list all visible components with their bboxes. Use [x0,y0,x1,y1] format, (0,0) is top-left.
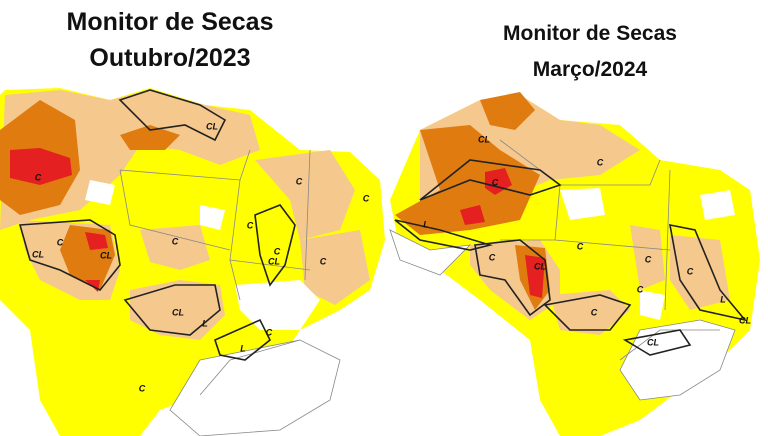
impact-label: L [202,318,208,328]
map-title: Outubro/2023 [89,44,250,72]
moderate-drought [140,225,210,270]
map-title: Monitor de Secas [503,22,677,45]
impact-label: C [57,237,64,247]
impact-outline [18,89,296,361]
impact-label: CL [478,134,490,144]
impact-label: C [296,176,303,186]
impact-label: C [645,254,652,264]
impact-label: C [492,177,499,187]
moderate-drought [255,150,355,240]
impact-label: CL [268,256,280,266]
impact-label: C [637,284,644,294]
no-drought [85,180,320,330]
impact-label: C [687,266,694,276]
severe-drought [120,125,180,150]
map-title: Monitor de Secas [67,8,274,36]
impact-label: C [577,241,584,251]
extreme-drought [10,148,72,185]
extreme-drought [460,168,512,225]
impact-label: C [597,157,604,167]
moderate-drought [300,230,370,305]
map-left [0,88,385,436]
impact-label: CL [647,337,659,347]
impact-label: C [266,327,273,337]
map-title: Março/2024 [533,58,648,81]
no-drought [169,339,341,436]
impact-label: CL [206,121,218,131]
no-drought [389,229,472,276]
impact-label: C [172,236,179,246]
severe-drought [395,92,540,235]
impact-label: L [240,343,246,353]
impact-label: L [423,219,429,229]
impact-outline [394,159,748,356]
impact-label: CL [534,261,546,271]
impact-label: C [489,252,496,262]
extreme-drought [525,255,545,298]
impact-label: C [247,220,254,230]
state-borders [119,149,311,396]
impact-label: L [720,294,726,304]
extreme-drought [85,232,108,292]
moderate-drought [550,225,730,335]
no-drought [619,319,736,401]
map-right [389,92,760,436]
impact-label: CL [739,315,751,325]
impact-label: CL [32,249,44,259]
impact-label: C [320,256,327,266]
impact-label: C [274,246,281,256]
no-drought [560,188,735,320]
state-borders [499,139,720,361]
impact-label: C [591,307,598,317]
impact-label: C [363,193,370,203]
impact-label: C [139,383,146,393]
impact-label: CL [100,250,112,260]
impact-label: C [35,172,42,182]
impact-label: CL [172,307,184,317]
